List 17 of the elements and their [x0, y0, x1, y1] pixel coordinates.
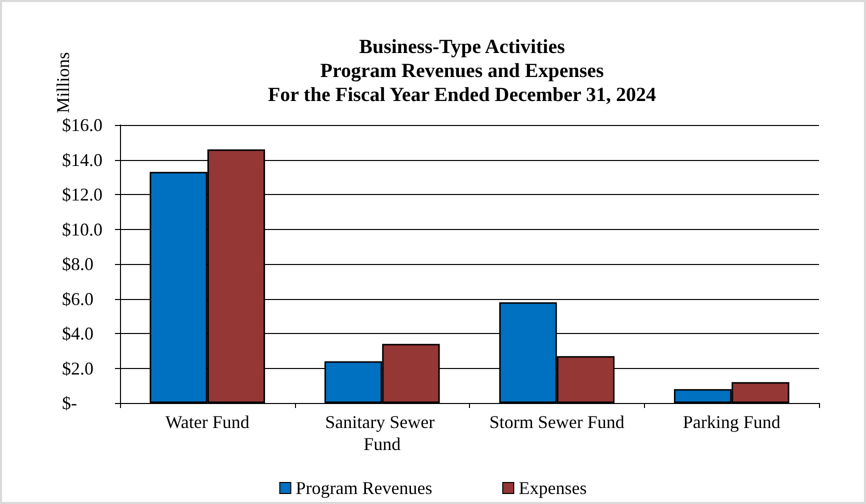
y-tick-label: $8.0: [62, 254, 94, 274]
x-tick-label: Parking Fund: [682, 412, 780, 432]
y-tick-label: $12.0: [62, 184, 102, 204]
y-tick-label: $10.0: [62, 219, 102, 240]
y-tick-label: $-: [62, 393, 77, 413]
y-tick-label: $14.0: [62, 150, 102, 170]
y-tick-label: $2.0: [62, 358, 94, 378]
y-tick-label: $6.0: [62, 288, 94, 309]
y-axis-title: Millions: [53, 52, 73, 114]
y-tick-label: $4.0: [62, 324, 94, 344]
legend-label: Expenses: [518, 478, 587, 498]
x-tick-label: Storm Sewer Fund: [489, 412, 624, 432]
x-tick-label: Water Fund: [165, 412, 250, 432]
y-tick-label: $16.0: [62, 115, 102, 135]
x-tick-label: Sanitary Sewer Fund: [325, 412, 440, 454]
legend-label: Program Revenues: [296, 478, 432, 498]
chart-title: Business-Type Activities Program Revenues and Expenses For the Fiscal Year Ended December 31, 2024: [268, 36, 656, 106]
